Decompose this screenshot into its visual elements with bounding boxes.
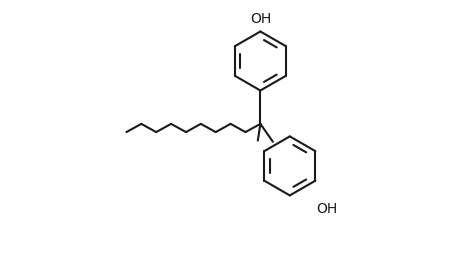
Text: OH: OH bbox=[316, 202, 337, 216]
Text: OH: OH bbox=[250, 12, 271, 26]
